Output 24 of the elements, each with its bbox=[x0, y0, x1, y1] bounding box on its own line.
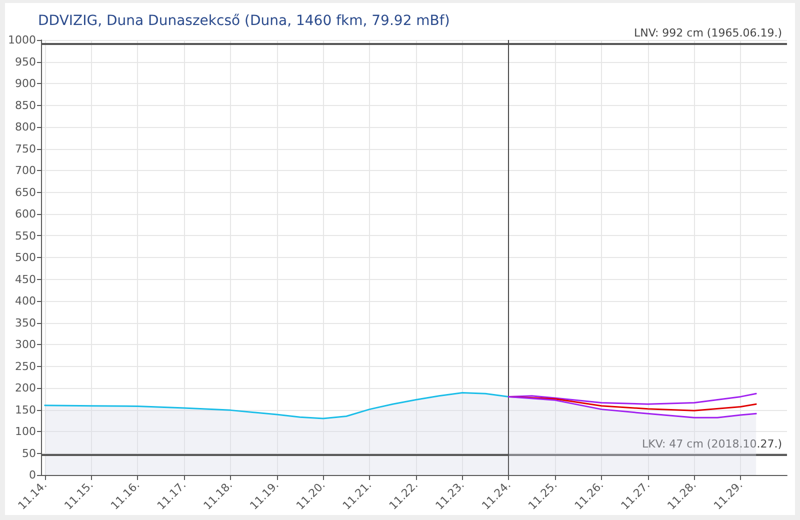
y-tick-label: 550 bbox=[15, 229, 36, 242]
y-tick-label: 400 bbox=[15, 294, 36, 308]
y-tick-label: 850 bbox=[15, 98, 36, 112]
ref-line-label: LNV: 992 cm (1965.06.19.) bbox=[634, 26, 782, 40]
y-tick-label: 0 bbox=[29, 468, 36, 482]
y-tick-label: 650 bbox=[15, 186, 36, 199]
y-tick-label: 950 bbox=[15, 55, 36, 68]
y-tick-label: 350 bbox=[15, 316, 36, 330]
y-tick-label: 100 bbox=[15, 425, 36, 438]
y-tick-label: 150 bbox=[15, 403, 36, 416]
y-tick-label: 250 bbox=[15, 360, 36, 373]
y-tick-label: 700 bbox=[15, 164, 36, 177]
y-tick-label: 450 bbox=[15, 272, 36, 286]
y-tick-label: 900 bbox=[15, 77, 36, 90]
y-tick-label: 750 bbox=[15, 142, 36, 156]
y-tick-label: 600 bbox=[15, 208, 36, 220]
ref-line-label: LKV: 47 cm (2018.10.27.) bbox=[642, 438, 782, 451]
chart-title: DDVIZIG, Duna Dunaszekcső (Duna, 1460 fkm, 79.92 mBf) bbox=[38, 13, 450, 29]
y-tick-label: 1000 bbox=[8, 34, 36, 46]
y-tick-label: 200 bbox=[15, 382, 36, 394]
y-tick-label: 50 bbox=[22, 446, 36, 460]
y-tick-label: 300 bbox=[15, 338, 36, 351]
y-tick-label: 800 bbox=[15, 120, 36, 134]
y-tick-label: 500 bbox=[15, 251, 36, 264]
